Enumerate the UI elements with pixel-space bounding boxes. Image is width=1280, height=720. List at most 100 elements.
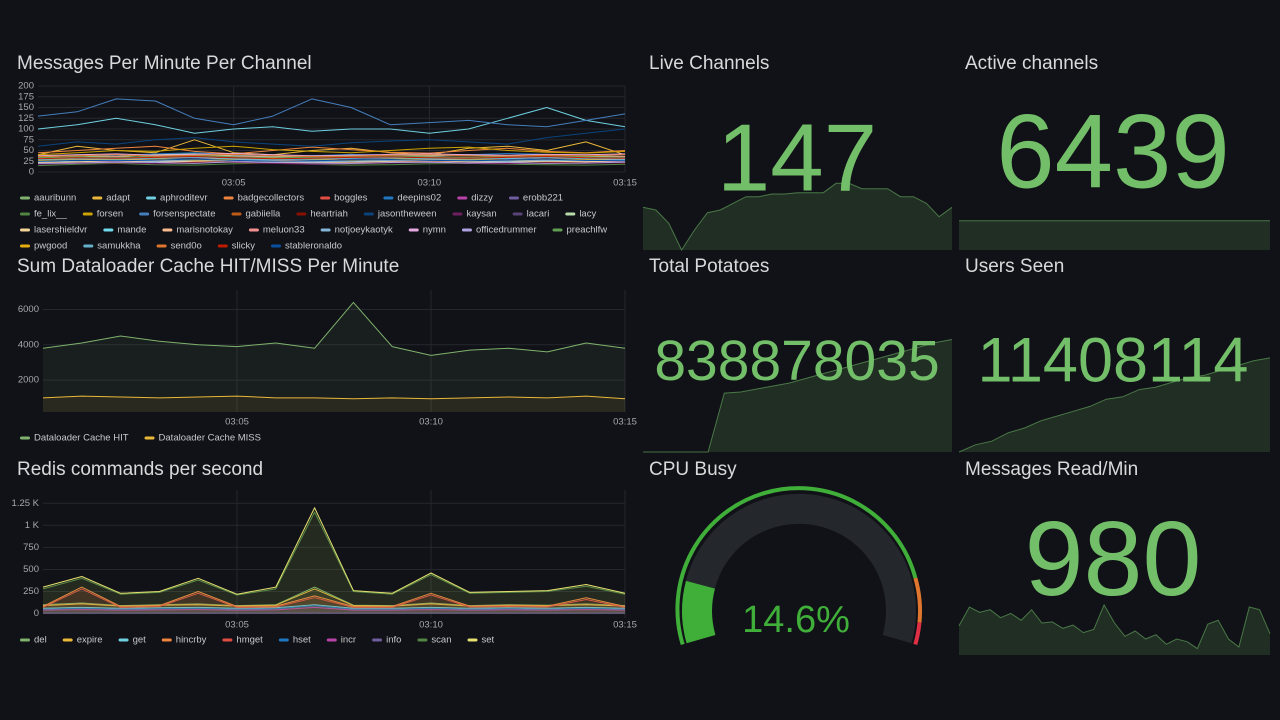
line <box>37 139 626 156</box>
legend-swatch <box>146 196 157 200</box>
legend-swatch <box>278 638 289 642</box>
y-tick-label: 50 <box>23 145 34 156</box>
legend-label: scan <box>431 635 451 646</box>
y-tick-label: 750 <box>23 542 39 553</box>
line <box>42 605 626 610</box>
line <box>37 159 626 163</box>
x-tick-label: 03:10 <box>419 620 443 631</box>
legend-swatch <box>383 196 394 200</box>
legend-label: nymn <box>423 225 446 236</box>
legend-swatch <box>320 228 331 232</box>
legend-label: send0o <box>171 241 202 252</box>
line <box>42 301 626 356</box>
legend-swatch <box>296 212 307 216</box>
line <box>42 511 626 596</box>
y-tick-label: 2000 <box>18 375 39 386</box>
legend-label: stableronaldo <box>285 241 342 252</box>
sparkline-area <box>959 357 1270 452</box>
legend-swatch <box>139 212 150 216</box>
panel-title: Messages Per Minute Per Channel <box>17 53 312 74</box>
line <box>37 145 626 155</box>
legend-label: forsen <box>97 209 123 220</box>
line <box>37 158 626 162</box>
legend-label: preachlfw <box>567 225 608 236</box>
line <box>42 507 626 595</box>
line <box>37 161 626 164</box>
legend-label: boggles <box>334 193 368 204</box>
sparkline <box>642 182 953 252</box>
legend-label: marisnotokay <box>176 225 233 236</box>
sparkline <box>958 357 1271 453</box>
legend-swatch <box>417 638 428 642</box>
legend-label: hmget <box>236 635 263 646</box>
legend-swatch <box>161 638 172 642</box>
legend-label: heartriah <box>310 209 348 220</box>
legend-label: lacy <box>579 209 596 220</box>
legend-label: aauribunn <box>34 193 76 204</box>
line <box>37 162 626 167</box>
y-tick-label: 250 <box>23 586 39 597</box>
legend-swatch <box>103 228 114 232</box>
y-tick-label: 0 <box>34 608 39 619</box>
legend-label: lasershieldvr <box>34 225 87 236</box>
sparkline <box>643 339 953 453</box>
panel-title: Active channels <box>965 53 1098 74</box>
legend-swatch <box>20 212 30 216</box>
legend-label: get <box>133 635 147 646</box>
legend-swatch <box>20 196 30 200</box>
legend-swatch <box>565 212 576 216</box>
legend-swatch <box>372 638 383 642</box>
panel-title: Live Channels <box>649 53 769 74</box>
legend-swatch <box>320 196 331 200</box>
y-tick-label: 200 <box>18 81 34 92</box>
y-tick-label: 4000 <box>18 339 39 350</box>
area <box>43 512 625 614</box>
line <box>37 128 626 147</box>
line <box>37 153 626 157</box>
line <box>42 586 626 607</box>
x-tick-label: 03:15 <box>613 620 637 631</box>
stat-value: 980 <box>1025 500 1202 618</box>
sparkline-area <box>643 183 952 250</box>
sparkline-area <box>959 220 1270 250</box>
legend-swatch <box>118 638 129 642</box>
sparkline-area <box>643 339 952 452</box>
line <box>42 604 626 609</box>
area <box>43 605 625 614</box>
panel-title: Messages Read/Min <box>965 459 1138 480</box>
legend-label: Dataloader Cache MISS <box>159 433 261 444</box>
legend-swatch <box>83 244 94 248</box>
legend-label: set <box>482 635 495 646</box>
line <box>37 156 626 160</box>
legend-label: meluon33 <box>263 225 305 236</box>
line <box>37 107 626 134</box>
line <box>42 588 626 608</box>
legend-swatch <box>271 244 281 248</box>
x-tick-label: 03:10 <box>417 178 441 189</box>
y-tick-label: 25 <box>23 156 34 167</box>
area <box>43 588 625 614</box>
sparkline-area <box>959 604 1270 655</box>
legend-label: aphroditevr <box>160 193 208 204</box>
line <box>42 606 626 611</box>
legend-label: samukkha <box>97 241 141 252</box>
legend-swatch <box>461 228 472 232</box>
legend-swatch <box>20 436 30 440</box>
legend-swatch <box>156 244 167 248</box>
legend-swatch <box>326 638 337 642</box>
panel-title: Redis commands per second <box>17 459 263 480</box>
sparkline <box>958 603 1271 650</box>
x-tick-label: 03:10 <box>419 417 443 428</box>
legend-swatch <box>20 228 30 232</box>
legend-swatch <box>512 212 523 216</box>
x-tick-label: 03:05 <box>225 417 249 428</box>
legend-swatch <box>452 212 463 216</box>
line <box>37 153 626 157</box>
y-tick-label: 1.25 K <box>12 498 40 509</box>
line <box>42 395 626 400</box>
legend-label: dizzy <box>471 193 493 204</box>
area <box>43 302 625 412</box>
y-tick-label: 100 <box>18 124 34 135</box>
legend-label: gabiiella <box>245 209 281 220</box>
